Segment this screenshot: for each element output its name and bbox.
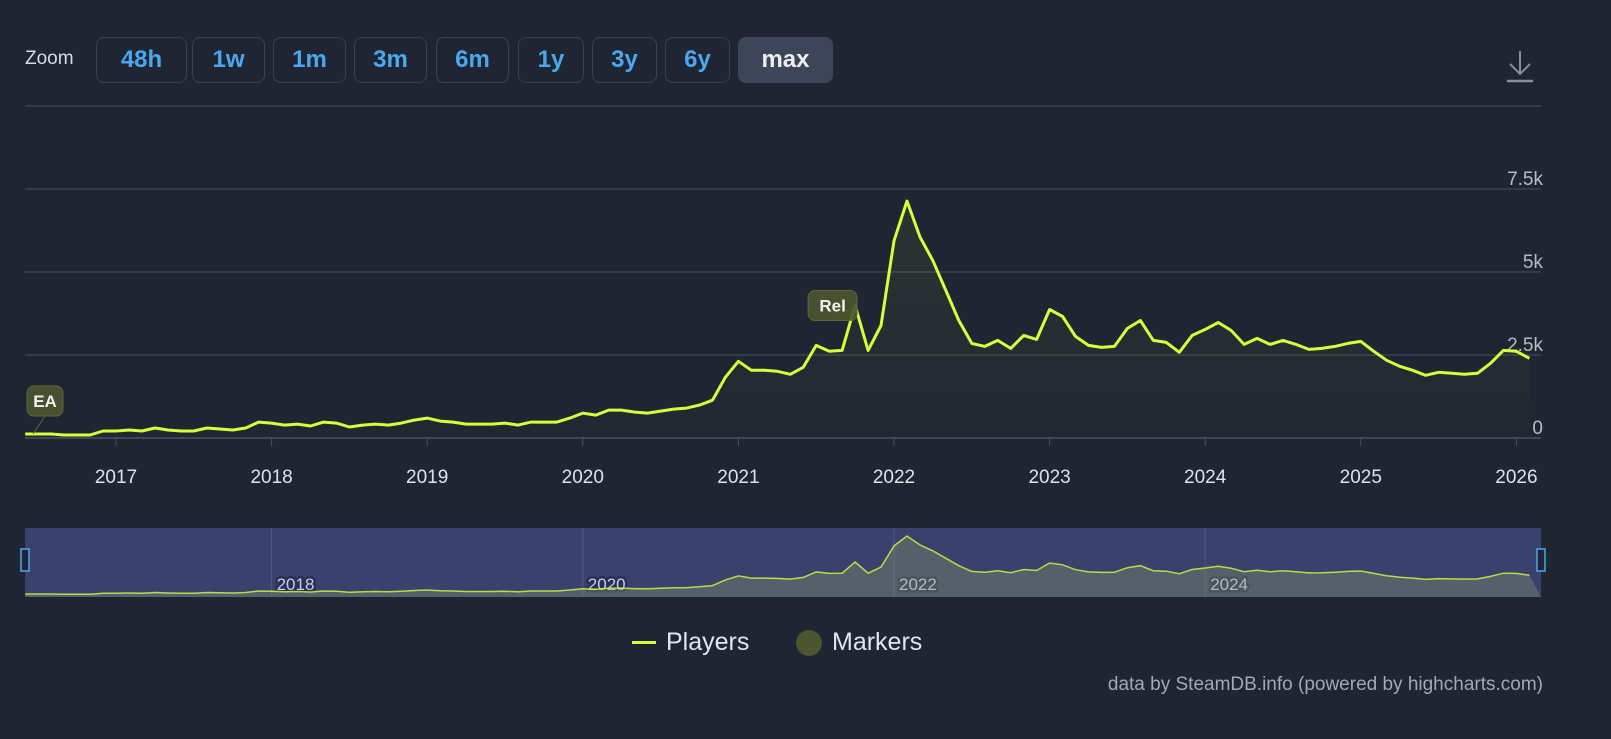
navigator-handle-left[interactable] — [20, 548, 30, 572]
legend-item-players[interactable]: Players — [632, 628, 749, 657]
players-area — [25, 201, 1530, 438]
zoom-button-1y[interactable]: 1y — [518, 37, 584, 83]
markers-circle-icon — [796, 629, 822, 656]
y-tick-label: 7.5k — [1507, 169, 1543, 190]
zoom-button-3m[interactable]: 3m — [354, 37, 427, 83]
zoom-label: Zoom — [25, 48, 74, 69]
navigator-area — [25, 536, 1541, 597]
zoom-button-3y[interactable]: 3y — [592, 37, 657, 83]
legend-label-players: Players — [666, 628, 750, 656]
navigator-tick-label: 2022 — [899, 575, 937, 594]
x-tick-label: 2025 — [1340, 467, 1382, 488]
y-tick-label: 0 — [1532, 418, 1543, 439]
navigator-selection — [25, 528, 1541, 597]
download-icon[interactable] — [1500, 48, 1540, 88]
zoom-button-max[interactable]: max — [738, 37, 833, 83]
marker-flag — [26, 385, 64, 417]
navigator-tick-label: 2024 — [1210, 575, 1248, 594]
players-line-icon — [632, 641, 656, 644]
marker-label: Rel — [819, 297, 845, 316]
zoom-button-1m[interactable]: 1m — [273, 37, 346, 83]
x-tick-label: 2017 — [95, 467, 137, 488]
x-tick-label: 2024 — [1184, 467, 1227, 488]
x-tick-label: 2021 — [717, 467, 759, 488]
navigator-handle-right[interactable] — [1536, 548, 1546, 572]
zoom-button-6m[interactable]: 6m — [436, 37, 509, 83]
credit-link[interactable]: data by SteamDB.info (powered by highcha… — [1107, 674, 1543, 695]
zoom-button-1w[interactable]: 1w — [192, 37, 265, 83]
marker-label: EA — [33, 392, 57, 411]
marker-flag — [807, 290, 858, 322]
x-tick-label: 2018 — [250, 467, 292, 488]
x-tick-label: 2022 — [873, 467, 915, 488]
x-tick-label: 2023 — [1028, 467, 1070, 488]
zoom-button-6y[interactable]: 6y — [665, 37, 730, 83]
legend-label-markers: Markers — [832, 628, 923, 656]
legend-item-markers[interactable]: Markers — [796, 628, 922, 657]
marker-connector — [32, 415, 46, 435]
navigator-line — [25, 535, 1530, 596]
x-tick-label: 2026 — [1495, 467, 1537, 488]
x-tick-label: 2020 — [562, 467, 604, 488]
zoom-button-48h[interactable]: 48h — [96, 37, 187, 83]
x-tick-label: 2019 — [406, 467, 448, 488]
y-tick-label: 5k — [1523, 252, 1544, 273]
